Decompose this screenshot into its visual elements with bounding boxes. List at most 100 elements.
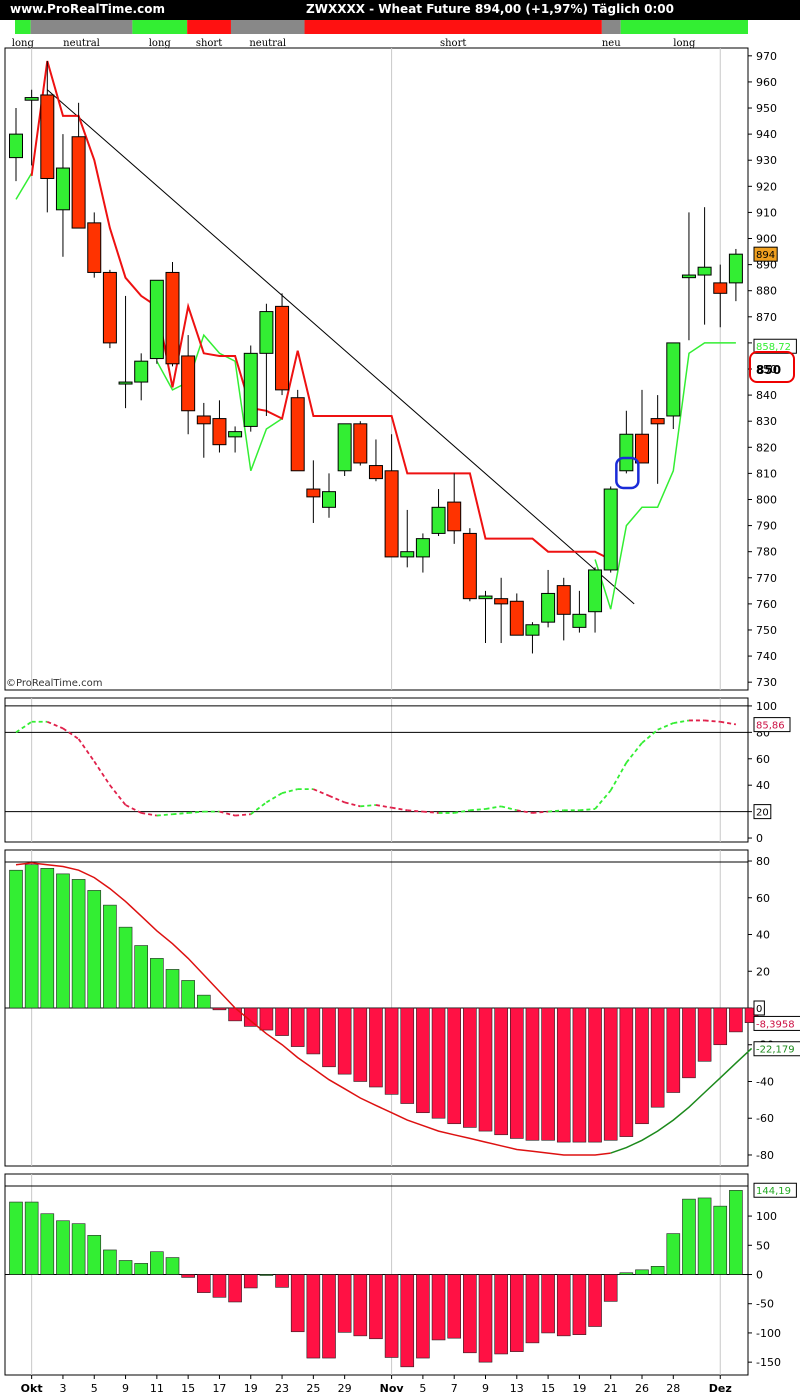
state-band-short bbox=[304, 20, 602, 34]
hist-axis-tick-label: -60 bbox=[756, 1112, 774, 1125]
momentum-bar bbox=[134, 1263, 148, 1275]
hist-axis-tick-label: 40 bbox=[756, 929, 770, 942]
stoch-segment bbox=[172, 812, 189, 816]
hist-bar bbox=[243, 1007, 258, 1027]
chart-header: www.ProRealTime.com ZWXXXX - Wheat Futur… bbox=[0, 0, 800, 20]
hist-zero-label: 0 bbox=[756, 1004, 762, 1015]
state-band-label: neu bbox=[602, 38, 621, 49]
stoch-segment bbox=[344, 801, 361, 808]
momentum-bar bbox=[337, 1274, 352, 1333]
candle-body bbox=[462, 532, 477, 600]
signal-value-label-box bbox=[753, 1041, 800, 1057]
site-name[interactable]: www.ProRealTime.com bbox=[10, 2, 165, 16]
candle-body bbox=[478, 595, 493, 600]
candle-body bbox=[666, 342, 681, 417]
x-axis-tick-label: 5 bbox=[419, 1382, 426, 1395]
momentum-bar bbox=[509, 1274, 524, 1352]
mom-axis-tick-label: 0 bbox=[756, 1269, 763, 1282]
state-band-long bbox=[132, 20, 188, 34]
x-axis-tick-label: 15 bbox=[541, 1382, 555, 1395]
hist-value-label-box bbox=[753, 1015, 800, 1031]
momentum-bar bbox=[9, 1201, 23, 1275]
candle-body bbox=[322, 491, 336, 508]
momentum-bar bbox=[666, 1233, 681, 1275]
momentum-bar bbox=[40, 1213, 55, 1275]
candle-body bbox=[71, 136, 86, 229]
momentum-bar bbox=[729, 1190, 743, 1275]
x-axis-tick-label: 15 bbox=[181, 1382, 195, 1395]
x-axis-tick-label: Dez bbox=[709, 1382, 732, 1395]
candle-body bbox=[556, 585, 571, 615]
stoch-segment bbox=[15, 721, 33, 734]
hist-bar bbox=[197, 994, 211, 1009]
momentum-bar bbox=[603, 1274, 618, 1302]
price-axis-tick-label: 900 bbox=[756, 233, 777, 246]
x-axis-tick-label: 9 bbox=[482, 1382, 489, 1395]
momentum-value-label-box bbox=[753, 1182, 797, 1198]
momentum-value-label: 144,19 bbox=[756, 1186, 791, 1197]
stoch-segment bbox=[454, 809, 470, 814]
stop-line-long bbox=[15, 172, 33, 200]
x-axis-tick-label: 19 bbox=[244, 1382, 258, 1395]
stoch-segment bbox=[422, 810, 439, 814]
hist-bar bbox=[619, 1007, 634, 1137]
x-axis-tick-label: Okt bbox=[21, 1382, 43, 1395]
candle-body bbox=[337, 423, 352, 472]
hist-bar bbox=[650, 1007, 665, 1108]
stop-line-long bbox=[594, 342, 736, 610]
x-axis-tick-label: 28 bbox=[666, 1382, 680, 1395]
trend-line bbox=[46, 89, 635, 605]
momentum-bar bbox=[447, 1274, 462, 1339]
price-axis-tick-label: 780 bbox=[756, 546, 777, 559]
price-axis-tick-label: 830 bbox=[756, 415, 777, 428]
candle-body bbox=[40, 94, 55, 179]
candle-body bbox=[431, 506, 446, 534]
stop-line-short bbox=[30, 60, 612, 561]
price-axis-tick-label: 910 bbox=[756, 206, 777, 219]
stoch-axis-tick-label: 40 bbox=[756, 779, 770, 792]
candle-body bbox=[713, 282, 728, 294]
candle-body bbox=[541, 592, 556, 623]
hist-bar bbox=[181, 980, 195, 1009]
hist-bar bbox=[275, 1007, 289, 1036]
candle-body bbox=[509, 600, 524, 636]
stoch-segment bbox=[579, 808, 596, 812]
momentum-bar bbox=[463, 1274, 477, 1354]
stoch-segment bbox=[360, 804, 377, 808]
state-band-long bbox=[15, 20, 31, 34]
stoch-value-label: 85,86 bbox=[756, 721, 785, 732]
momentum-bar bbox=[588, 1274, 602, 1327]
stoch-segment bbox=[609, 762, 628, 791]
price-axis-tick-label: 840 bbox=[756, 389, 777, 402]
momentum-bar bbox=[150, 1251, 164, 1275]
candle-body bbox=[149, 279, 164, 360]
stoch-segment bbox=[375, 804, 392, 809]
candle-body bbox=[259, 311, 274, 354]
stoch-segment bbox=[673, 719, 690, 724]
momentum-bar bbox=[384, 1274, 399, 1358]
candle-body bbox=[55, 167, 70, 211]
momentum-bar bbox=[619, 1272, 634, 1275]
highlight-marker bbox=[615, 456, 640, 490]
stoch-segment bbox=[548, 809, 564, 813]
hist-bar bbox=[134, 945, 148, 1009]
hist-bar bbox=[416, 1007, 430, 1114]
stoch-segment bbox=[281, 788, 298, 794]
momentum-bar bbox=[416, 1274, 430, 1359]
candle-body bbox=[212, 418, 227, 446]
stoch-segment bbox=[188, 810, 204, 814]
momentum-bar bbox=[306, 1274, 321, 1359]
candle-body bbox=[494, 598, 509, 605]
candle-body bbox=[588, 569, 603, 613]
momentum-bar bbox=[165, 1257, 180, 1275]
hist-bar bbox=[322, 1007, 336, 1068]
momentum-bar bbox=[322, 1274, 336, 1359]
price-axis-tick-label: 890 bbox=[756, 259, 777, 272]
momentum-bar bbox=[197, 1274, 211, 1293]
x-axis-tick-label: 3 bbox=[59, 1382, 66, 1395]
price-highlight-box bbox=[749, 351, 795, 383]
candle-body bbox=[87, 222, 102, 273]
hist-bar bbox=[447, 1007, 462, 1125]
candle-body bbox=[447, 501, 462, 532]
candle-body bbox=[9, 133, 23, 159]
